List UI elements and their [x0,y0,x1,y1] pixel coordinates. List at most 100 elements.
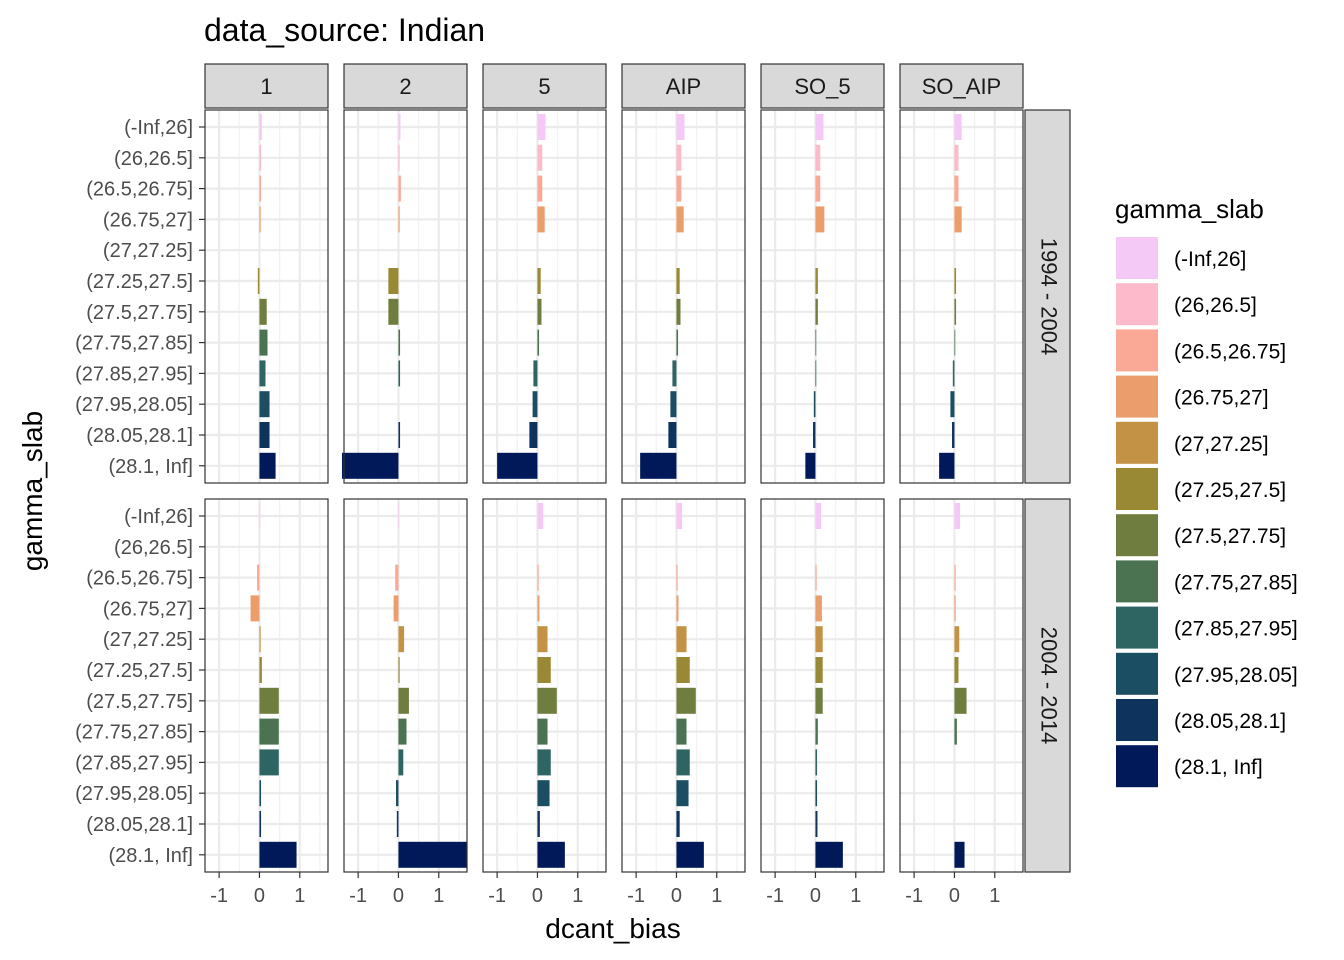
y-tick-label: (27.85,27.95] [75,363,193,385]
panel-background [900,499,1023,872]
bar [954,718,957,745]
bar [676,564,678,591]
bar [815,206,825,233]
bar [952,422,955,448]
y-tick-label: (27,27.25] [103,240,193,262]
panel-background [344,499,467,872]
bar [259,452,276,479]
bar [815,114,824,140]
panel-border [482,109,607,484]
bar [676,657,690,683]
legend-label: (28.05,28.1] [1174,710,1286,733]
facet-strip-column-label: AIP [666,74,701,99]
bar [257,268,260,294]
bar [537,175,543,202]
legend-key [1116,375,1158,418]
panel-border [343,498,468,873]
facet-strip-row-label: 2004 - 2014 [1037,627,1062,744]
legend-key [1116,421,1158,464]
facet-strip-column [482,63,607,109]
bar [537,595,540,622]
bar [259,144,262,171]
bar [250,595,260,622]
bar [398,503,400,529]
bar [954,657,959,683]
y-tick-label: (27,27.25] [103,629,193,651]
bar [676,749,690,776]
bar [952,360,955,387]
bar [259,206,261,233]
panel-border [760,109,885,484]
bar [676,718,687,745]
facet-panel [341,109,468,484]
bar [815,298,818,325]
bar [676,144,682,171]
legend-title: gamma_slab [1115,194,1264,224]
panel-grid: 1 2 5 AIP SO_5 SO_AIP 1994 - 2004 2004 - 2014 [204,63,1071,873]
panel-border [899,109,1024,484]
bar [259,175,262,202]
bar [670,391,677,418]
y-tick-label: (28.1, Inf] [109,845,194,867]
bar [676,626,687,653]
bar [668,422,677,448]
panel-border [899,498,1024,873]
legend-label: (28.1, Inf] [1174,756,1263,779]
panel-background [205,110,328,483]
y-tick-label: (-Inf,26] [124,506,193,528]
bar [398,422,401,448]
x-axis-title: dcant_bias [545,913,680,944]
facet-panel [621,498,746,873]
legend-key [1116,606,1158,649]
bar [815,175,821,202]
bar [395,564,399,591]
bar [532,391,538,418]
bar [259,422,270,448]
bar [396,780,399,807]
bar [815,780,818,807]
bar [537,841,565,868]
bar [529,422,538,448]
bar [259,329,268,356]
panel-background [622,499,745,872]
bar [939,452,955,479]
legend-key [1116,283,1158,326]
bar [954,503,961,529]
bar [259,749,279,776]
bar [398,657,400,683]
panel-background [761,110,884,483]
bar [396,811,399,837]
y-tick-label: (27.5,27.75] [86,302,193,324]
y-axes: (-Inf,26] (26,26.5] (26.5,26.75] (26.75,27]… [75,117,205,867]
bar [676,206,684,233]
facet-strip-column [760,63,885,109]
y-tick-label: (27.95,28.05] [75,783,193,805]
y-tick-label: (26.5,26.75] [86,179,193,201]
facet-strip-row-label: 1994 - 2004 [1037,238,1062,355]
bar [676,811,680,837]
y-tick-label: (27.5,27.75] [86,691,193,713]
y-tick-label: (27.75,27.85] [75,333,193,355]
bar [398,687,409,714]
legend-key [1116,560,1158,603]
bar [815,595,822,622]
legend: gamma_slab (-Inf,26] (26,26.5] (26.5,26.75… [1115,194,1298,788]
bar [813,422,816,448]
bar [259,626,261,653]
facet-strip-column-label: 5 [538,74,550,99]
x-tick-label: 0 [532,885,543,907]
legend-key [1116,699,1158,741]
x-axes: -1 0 1 -1 0 1 -1 0 1 -1 0 1 -1 0 1 -1 0 1 [210,872,1000,907]
bar [537,657,551,683]
bar [398,175,401,202]
x-tick-label: 0 [810,885,821,907]
legend-label: (27.75,27.85] [1174,571,1298,594]
panel-border [204,109,329,484]
bar [954,329,956,356]
bar [954,144,959,171]
bar [497,452,538,479]
bar [259,657,262,683]
bar [815,718,818,745]
legend-label: (27.85,27.95] [1174,618,1298,641]
